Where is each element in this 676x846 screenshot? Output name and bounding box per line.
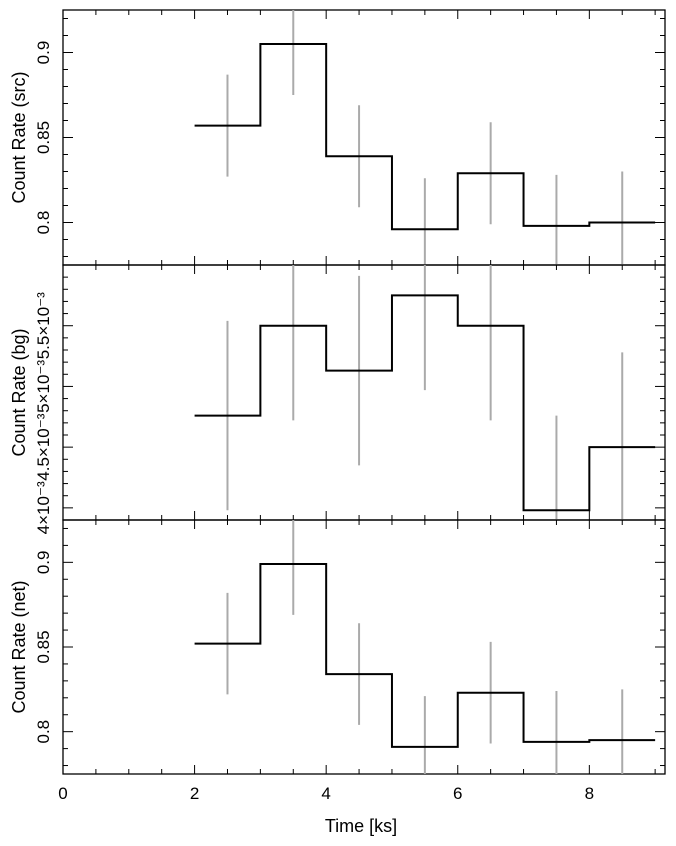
x-axis-label: Time [ks] xyxy=(325,816,397,836)
x-tick-label: 0 xyxy=(58,784,67,803)
panel-src-step-line xyxy=(194,43,656,231)
panel-src: 0.8 0.85 0.9 Count Rate (src) xyxy=(9,9,666,266)
panel-net-step-line xyxy=(194,563,656,748)
y-tick-label: 0.8 xyxy=(34,211,53,235)
y-tick-label: 0.9 xyxy=(34,41,53,65)
y-tick-label: 0.8 xyxy=(34,720,53,744)
y-tick-label: 4.5×10⁻³ xyxy=(34,413,53,480)
y-tick-label: 0.9 xyxy=(34,551,53,575)
x-tick-label: 4 xyxy=(321,784,330,803)
y-tick-label: 5×10⁻³ xyxy=(34,360,53,413)
panel-bg-step-line xyxy=(194,294,656,512)
panel-net: 0.8 0.85 0.9 Count Rate (net) xyxy=(9,519,666,775)
y-tick-label: 0.85 xyxy=(34,630,53,663)
x-tick-label: 8 xyxy=(585,784,594,803)
y-tick-label: 4×10⁻³ xyxy=(34,481,53,534)
x-tick-label: 2 xyxy=(190,784,199,803)
panel-bg-ylabel: Count Rate (bg) xyxy=(9,328,29,456)
panel-bg-frame xyxy=(62,264,666,521)
x-axis: 0 2 4 6 8 xyxy=(58,784,594,803)
x-tick-label: 6 xyxy=(453,784,462,803)
panel-net-frame xyxy=(62,519,666,775)
panel-src-ylabel: Count Rate (src) xyxy=(9,71,29,203)
panel-net-ylabel: Count Rate (net) xyxy=(9,580,29,713)
panel-bg: 4×10⁻³4.5×10⁻³5×10⁻³5.5×10⁻³ Count Rate (… xyxy=(9,264,666,534)
y-tick-label: 5.5×10⁻³ xyxy=(34,292,53,359)
y-tick-label: 0.85 xyxy=(34,121,53,154)
